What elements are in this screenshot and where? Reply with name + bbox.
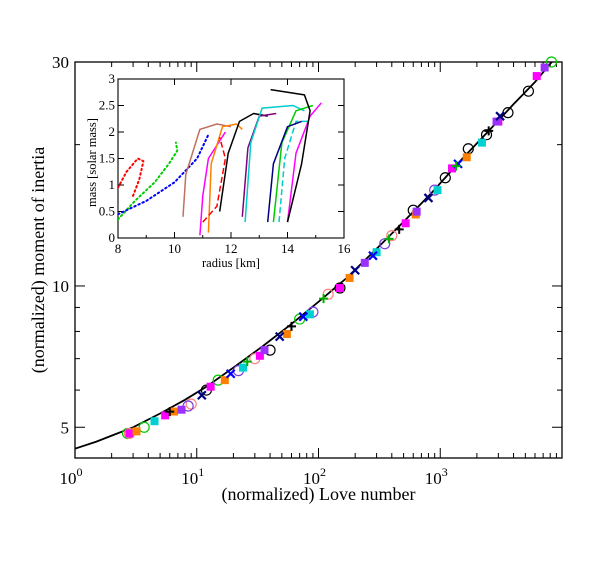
data-point-square bbox=[462, 153, 471, 162]
x-tick-label-exponent: 2 bbox=[320, 465, 326, 479]
data-point-circle bbox=[480, 129, 493, 141]
data-point-square bbox=[433, 186, 442, 195]
x-tick-label: 101 bbox=[181, 465, 204, 488]
x-tick-label: 102 bbox=[303, 465, 326, 488]
data-point-square bbox=[335, 284, 344, 293]
x-tick-label-base: 10 bbox=[303, 469, 320, 488]
data-point-circle bbox=[185, 398, 197, 410]
data-point-plus bbox=[484, 126, 494, 136]
inset-x-tick-label: 10 bbox=[168, 241, 181, 256]
inset-x-tick-label: 16 bbox=[338, 241, 352, 256]
mass-radius-curve bbox=[286, 102, 322, 223]
inset-y-tick-label: 0.5 bbox=[99, 204, 115, 219]
data-point-cross bbox=[368, 250, 378, 261]
mass-radius-curve bbox=[118, 157, 145, 200]
data-point-cross bbox=[495, 111, 505, 121]
data-point-square bbox=[401, 219, 410, 228]
data-point-cross bbox=[274, 331, 285, 342]
x-tick-label: 103 bbox=[425, 465, 448, 488]
inset-y-tick-label: 3 bbox=[109, 71, 116, 86]
inset-y-axis-title: mass [solar mass] bbox=[85, 118, 99, 207]
data-point-square bbox=[492, 117, 501, 126]
data-point-square bbox=[532, 72, 541, 81]
data-point-cross bbox=[298, 311, 309, 322]
data-point-circle bbox=[439, 172, 451, 184]
data-point-square bbox=[239, 363, 248, 372]
inset-x-tick-label: 8 bbox=[115, 241, 122, 256]
x-tick-label-exponent: 0 bbox=[77, 465, 83, 479]
y-tick-label: 30 bbox=[52, 53, 69, 72]
inset-plot-frame bbox=[117, 78, 345, 239]
y-tick-label: 5 bbox=[61, 418, 70, 437]
data-point-cross bbox=[197, 390, 207, 401]
x-axis-title: (normalized) Love number bbox=[222, 484, 416, 505]
data-point-plus bbox=[394, 224, 404, 234]
data-point-cross bbox=[350, 265, 360, 276]
data-point-plus bbox=[384, 234, 394, 244]
data-point-square bbox=[206, 382, 215, 391]
inset-curves bbox=[118, 88, 322, 236]
data-point-square bbox=[305, 310, 314, 319]
data-point-square bbox=[282, 330, 291, 339]
data-point-plus bbox=[242, 357, 252, 367]
data-point-square bbox=[412, 207, 421, 216]
fit-curve-line bbox=[75, 62, 553, 450]
x-tick-label-exponent: 1 bbox=[198, 465, 204, 479]
inset-y-tick-label: 1.5 bbox=[99, 151, 115, 166]
data-point-square bbox=[540, 63, 549, 72]
data-point-circle bbox=[334, 282, 346, 294]
data-point-square bbox=[161, 411, 170, 420]
mass-radius-curve bbox=[218, 112, 268, 212]
inset-plot-layer: 8 10 12 14 16 0 0.5 1 1.5 2 2.5 3 radius [km] mass [s… bbox=[85, 71, 351, 270]
mass-radius-curve bbox=[118, 141, 179, 221]
data-point-square bbox=[220, 376, 229, 385]
inset-x-tick-label: 14 bbox=[281, 241, 295, 256]
data-point-circle bbox=[386, 230, 398, 242]
data-point-square bbox=[477, 138, 486, 147]
data-point-circle bbox=[545, 56, 558, 68]
data-point-cross bbox=[225, 368, 236, 379]
mass-radius-curve bbox=[202, 137, 227, 223]
mass-radius-curve bbox=[182, 123, 232, 217]
data-point-circle bbox=[522, 85, 535, 97]
data-point-square bbox=[132, 427, 141, 436]
data-point-plus bbox=[451, 161, 461, 171]
data-point-plus bbox=[319, 294, 329, 304]
data-point-cross bbox=[423, 193, 434, 203]
inset-y-tick-label: 1 bbox=[109, 177, 116, 192]
data-point-square bbox=[125, 429, 134, 438]
mass-radius-curve bbox=[118, 133, 210, 216]
inset-y-tick-label: 2 bbox=[109, 124, 116, 139]
data-point-square bbox=[255, 351, 264, 360]
x-tick-label-exponent: 3 bbox=[442, 465, 448, 479]
scatter-points bbox=[121, 56, 558, 440]
y-axis-title: (normalized) moment of inertia bbox=[28, 147, 49, 373]
x-tick-label-base: 10 bbox=[181, 469, 198, 488]
x-tick-label-base: 10 bbox=[60, 469, 77, 488]
data-point-square bbox=[260, 346, 269, 355]
mass-radius-curve bbox=[278, 120, 308, 223]
mass-radius-curve bbox=[244, 104, 305, 223]
y-tick-label: 10 bbox=[52, 277, 69, 296]
inset-x-tick-label: 12 bbox=[225, 241, 238, 256]
x-tick-label: 100 bbox=[60, 465, 83, 488]
data-point-square bbox=[448, 164, 457, 173]
mass-radius-curve bbox=[266, 120, 302, 223]
inset-y-tick-label: 2.5 bbox=[99, 98, 115, 113]
data-point-plus bbox=[286, 321, 296, 331]
data-point-square bbox=[177, 405, 186, 414]
data-point-circle bbox=[138, 421, 150, 433]
data-point-square bbox=[150, 417, 159, 426]
data-point-square bbox=[360, 258, 369, 267]
mass-radius-curve bbox=[270, 88, 311, 223]
inset-y-tick-label: 0 bbox=[109, 230, 116, 245]
inset-x-axis-title: radius [km] bbox=[202, 256, 260, 270]
x-tick-label-base: 10 bbox=[425, 469, 442, 488]
data-point-plus bbox=[165, 407, 175, 417]
data-point-square bbox=[345, 273, 354, 282]
